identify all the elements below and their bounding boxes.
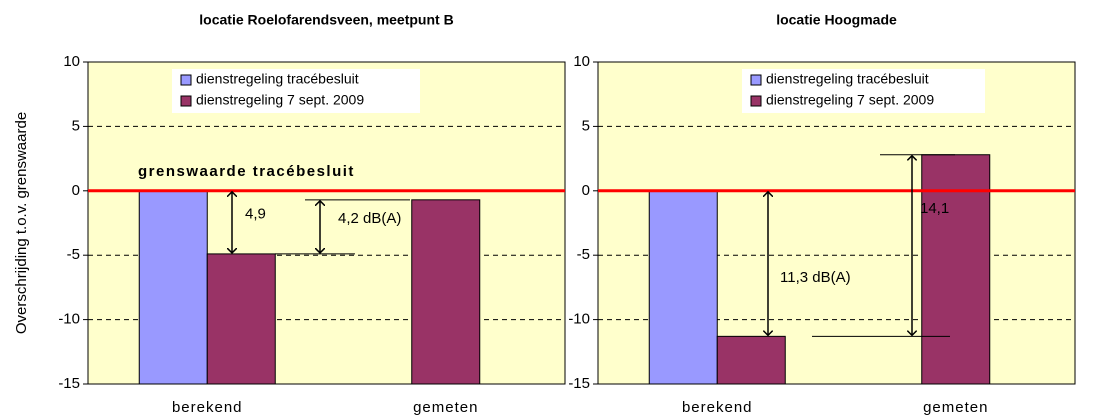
y-tick-label: -15 (58, 375, 80, 392)
x-tick-label: gemeten (413, 399, 478, 416)
bar (648, 190, 718, 385)
legend-swatch (750, 74, 762, 86)
plot-border (597, 61, 1076, 385)
chart-title: locatie Roelofarendsveen, meetpunt B (199, 12, 453, 28)
y-tick-label: -5 (67, 246, 80, 263)
legend-label: dienstregeling tracébesluit (196, 71, 359, 87)
y-tick-label: 0 (72, 182, 80, 199)
y-tick-label: 5 (582, 117, 590, 134)
annotation-label: 4,2 dB(A) (338, 210, 401, 227)
legend-swatch (180, 95, 192, 107)
bar (206, 253, 276, 385)
y-tick-label: 10 (63, 53, 80, 70)
bar (138, 190, 208, 385)
bar (921, 154, 991, 385)
plot-border (87, 61, 566, 385)
y-tick-label: 5 (72, 117, 80, 134)
reference-label: grenswaarde tracébesluit (138, 163, 355, 180)
x-tick-label: gemeten (923, 399, 988, 416)
x-tick-label: berekend (682, 399, 753, 416)
bar (716, 335, 786, 385)
y-tick-label: -10 (568, 311, 590, 328)
legend-label: dienstregeling 7 sept. 2009 (196, 92, 364, 108)
y-tick-label: -10 (58, 311, 80, 328)
y-axis-label: Overschrijding t.o.v. grenswaarde (13, 112, 30, 334)
y-tick-label: -5 (577, 246, 590, 263)
legend-swatch (180, 74, 192, 86)
annotation-label: 4,9 (245, 205, 266, 222)
annotation-label: 14,1 (920, 200, 949, 217)
legend-box (172, 69, 420, 113)
y-tick-label: 10 (573, 53, 590, 70)
bar (411, 199, 481, 385)
legend-label: dienstregeling tracébesluit (766, 71, 929, 87)
y-tick-label: -15 (568, 375, 590, 392)
legend-label: dienstregeling 7 sept. 2009 (766, 92, 934, 108)
annotation-label: 11,3 dB(A) (780, 269, 851, 286)
legend-box (742, 69, 985, 113)
y-tick-label: 0 (582, 182, 590, 199)
chart-title: locatie Hoogmade (776, 12, 897, 28)
legend-swatch (750, 95, 762, 107)
x-tick-label: berekend (172, 399, 243, 416)
